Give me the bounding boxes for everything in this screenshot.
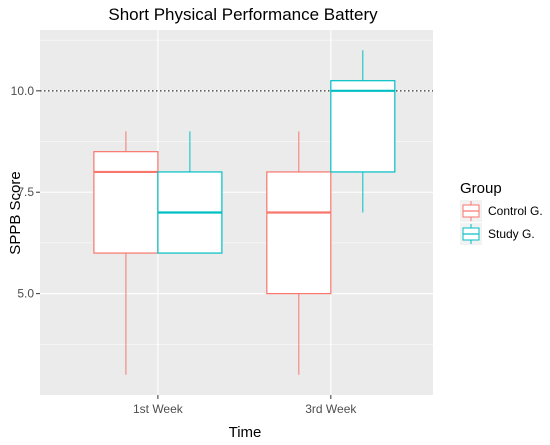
box-iqr	[330, 80, 396, 173]
x-axis-title: Time	[229, 424, 262, 441]
box-iqr	[93, 151, 159, 254]
x-tick-label: 3rd Week	[305, 402, 357, 416]
chart-title: Short Physical Performance Battery	[108, 5, 378, 24]
legend-label: Study G.	[488, 227, 535, 241]
legend-items: Control G. Study G.	[460, 200, 543, 245]
legend-item: Study G.	[460, 223, 535, 245]
y-axis-title: SPPB Score	[7, 171, 24, 254]
box-layer	[93, 50, 396, 375]
box-control-g-1st-week	[93, 131, 159, 375]
box-control-g-3rd-week	[266, 131, 332, 375]
y-tick-label: 7.5	[17, 185, 34, 199]
legend-title: Group	[460, 180, 502, 197]
y-tick-label: 5.0	[17, 287, 34, 301]
y-tick-label: 10.0	[11, 84, 35, 98]
box-study-g-1st-week	[157, 131, 223, 254]
x-axis-ticks: 1st Week 3rd Week	[133, 395, 357, 416]
y-axis-ticks: 5.0 7.5 10.0	[11, 84, 40, 301]
box-study-g-3rd-week	[330, 50, 396, 213]
x-tick-label: 1st Week	[133, 402, 184, 416]
legend: Group Control G. Study G.	[460, 180, 543, 245]
legend-item: Control G.	[460, 200, 543, 222]
box-iqr	[266, 171, 332, 295]
legend-label: Control G.	[488, 204, 543, 218]
